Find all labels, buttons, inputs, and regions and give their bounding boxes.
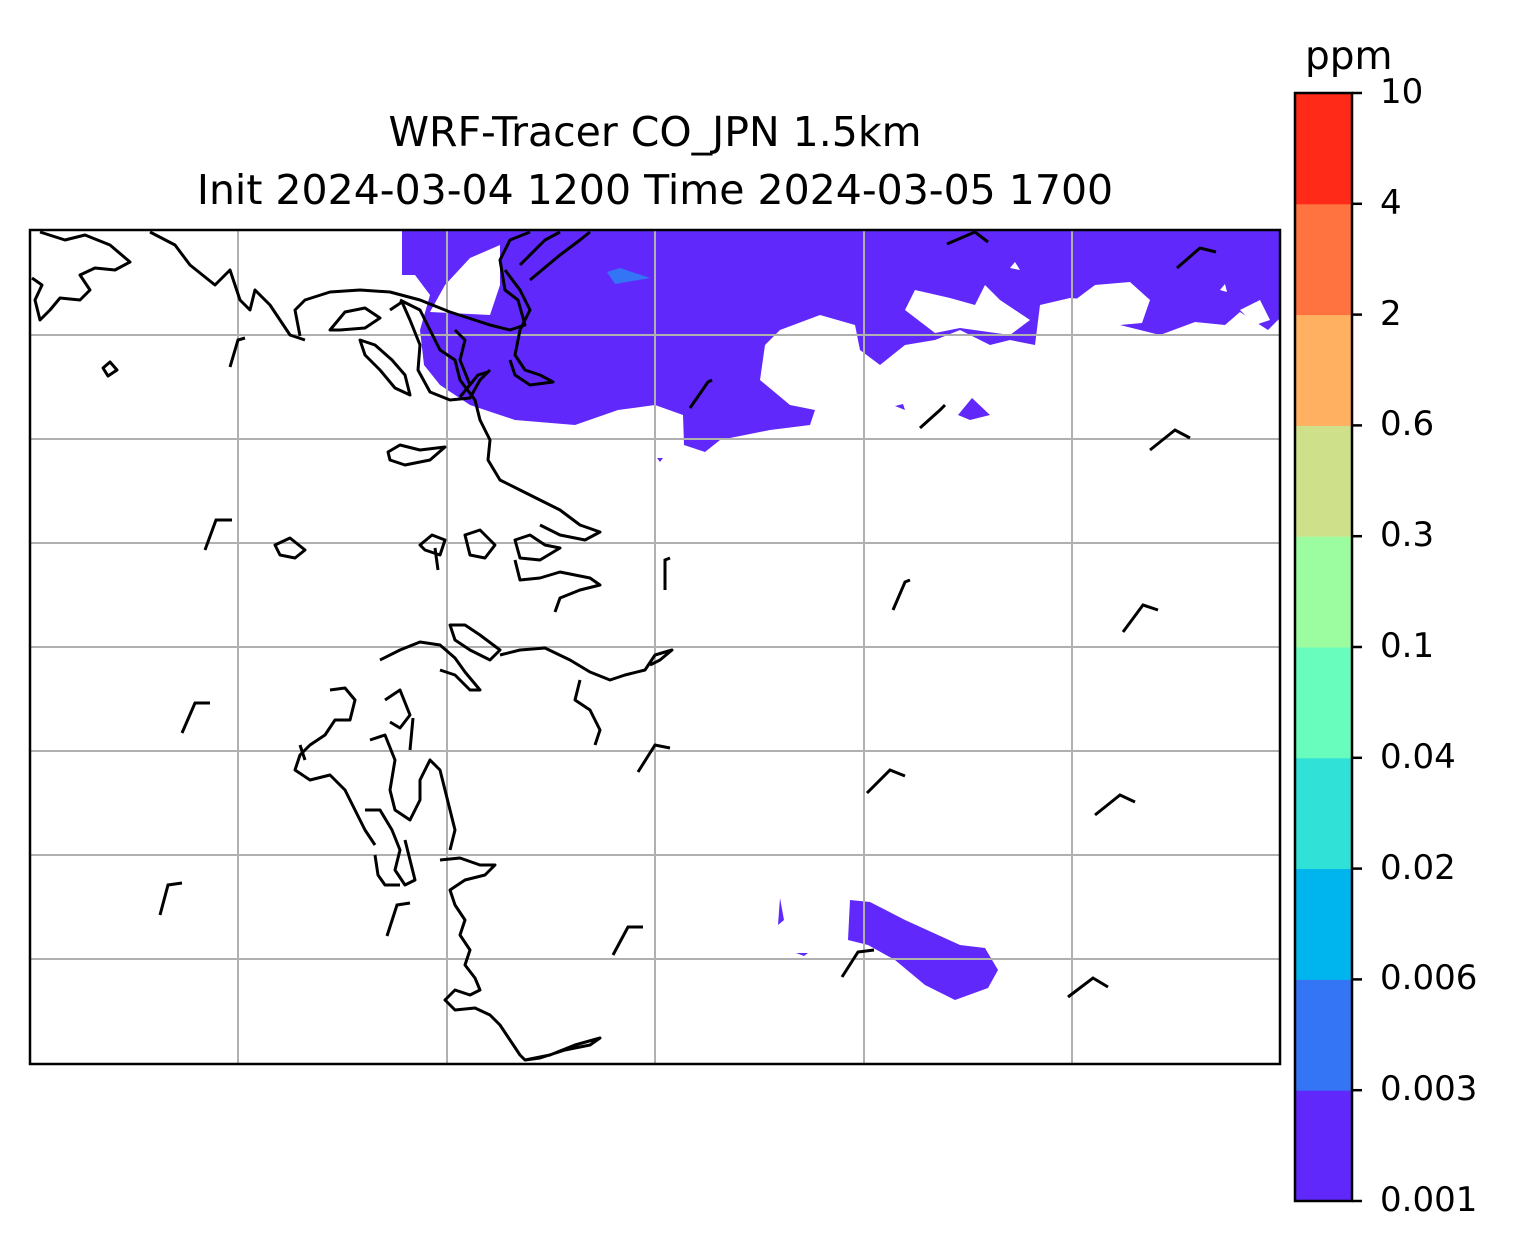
colorbar-tick-label: 0.003 xyxy=(1380,1069,1478,1110)
colorbar-tick-label: 0.04 xyxy=(1380,736,1456,777)
colorbar-segment xyxy=(1295,93,1352,205)
colorbar-segment xyxy=(1295,536,1352,648)
tracer-patch xyxy=(778,898,784,925)
colorbar-tick-label: 4 xyxy=(1380,182,1402,223)
colorbar-segment xyxy=(1295,868,1352,980)
colorbar-tick-label: 0.001 xyxy=(1380,1180,1478,1220)
tracer-plume-south xyxy=(848,900,998,1000)
map-title-line1: WRF-Tracer CO_JPN 1.5km xyxy=(388,108,922,156)
plume-gap xyxy=(905,285,1030,335)
colorbar-tick-label: 0.1 xyxy=(1380,626,1435,666)
colorbar-tick-label: 2 xyxy=(1380,293,1402,334)
colorbar-segment xyxy=(1295,647,1352,759)
colorbar-segment xyxy=(1295,203,1352,316)
coastlines xyxy=(31,230,674,1062)
colorbar-tick-label: 10 xyxy=(1380,72,1424,112)
plume-gap xyxy=(1010,262,1020,270)
tracer-plume-north xyxy=(402,230,1280,452)
colorbar-segment xyxy=(1295,425,1352,537)
colorbar xyxy=(1293,91,1362,1203)
colorbar-segment xyxy=(1295,1090,1352,1202)
map-frame xyxy=(28,228,1282,1066)
plume-gap xyxy=(1220,284,1227,292)
colorbar-tick-label: 0.006 xyxy=(1380,958,1478,999)
plume-gap xyxy=(1240,300,1270,325)
tracer-patch-0.003 xyxy=(607,268,650,284)
colorbar-segment xyxy=(1295,979,1352,1091)
gridlines xyxy=(30,230,1280,1064)
colorbar-segment xyxy=(1295,757,1352,870)
map-title-line2: Init 2024-03-04 1200 Time 2024-03-05 170… xyxy=(196,166,1114,214)
colorbar-segment xyxy=(1295,314,1352,426)
colorbar-tick-label: 0.3 xyxy=(1380,515,1435,556)
colorbar-unit: ppm xyxy=(1305,34,1393,79)
tracer-patch xyxy=(657,458,663,462)
wind-barbs xyxy=(158,230,1217,999)
tracer-patch xyxy=(958,398,990,420)
colorbar-tick-label: 0.02 xyxy=(1380,847,1456,888)
colorbar-tick-label: 0.6 xyxy=(1380,404,1435,445)
plume-gap xyxy=(1075,282,1150,325)
tracer-patch xyxy=(796,953,808,956)
tracer-patch xyxy=(895,404,905,410)
